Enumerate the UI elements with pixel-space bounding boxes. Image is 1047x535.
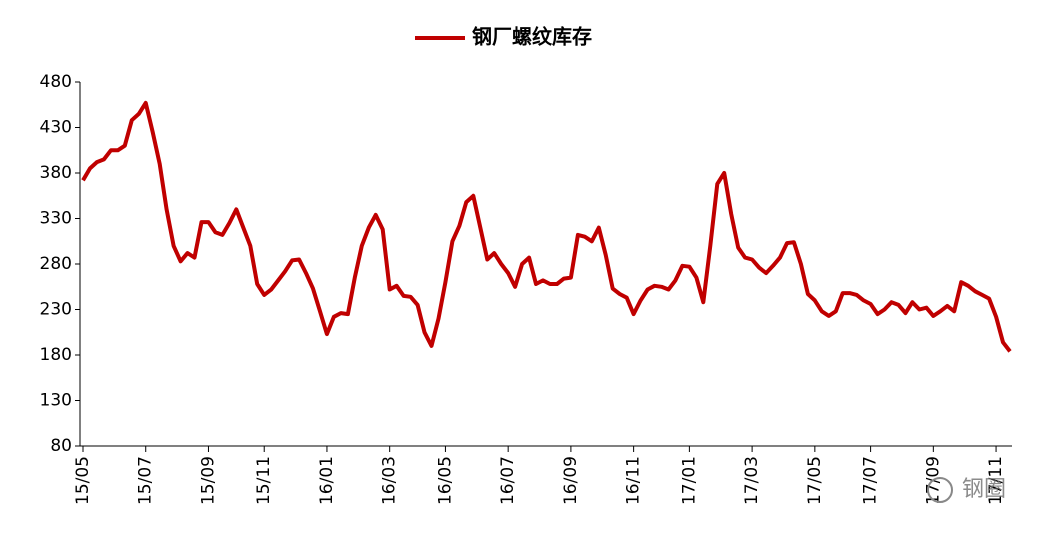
watermark: 钢圈 — [962, 477, 1006, 502]
y-tick-label: 180 — [40, 345, 72, 365]
x-tick-label: 17/07 — [861, 456, 881, 505]
x-tick-label: 16/01 — [317, 456, 337, 505]
x-tick-label: 17/03 — [742, 456, 762, 505]
x-tick-label: 17/05 — [805, 456, 825, 505]
y-tick-label: 280 — [40, 254, 72, 274]
watermark-icon — [927, 477, 953, 503]
x-tick-label: 16/07 — [498, 456, 518, 505]
y-tick-label: 80 — [50, 436, 72, 456]
x-tick-label: 15/09 — [198, 456, 218, 505]
x-tick-label: 17/01 — [679, 456, 699, 505]
y-tick-label: 430 — [40, 118, 72, 138]
y-tick-label: 130 — [40, 391, 72, 411]
x-tick-label: 16/03 — [380, 456, 400, 505]
x-tick-label: 15/07 — [136, 456, 156, 505]
y-tick-label: 380 — [40, 163, 72, 183]
x-tick-label: 16/11 — [624, 456, 644, 505]
x-tick-label: 15/05 — [73, 456, 93, 505]
series-line — [81, 100, 1012, 353]
y-tick-label: 230 — [40, 300, 72, 320]
x-tick-label: 16/09 — [561, 456, 581, 505]
y-tick-label: 480 — [40, 72, 72, 92]
x-tick-label: 15/11 — [254, 456, 274, 505]
x-tick-label: 17/11 — [986, 456, 1006, 505]
x-tick-label: 16/05 — [435, 456, 455, 505]
legend-label: 钢厂螺纹库存 — [472, 25, 592, 49]
y-tick-label: 330 — [40, 209, 72, 229]
